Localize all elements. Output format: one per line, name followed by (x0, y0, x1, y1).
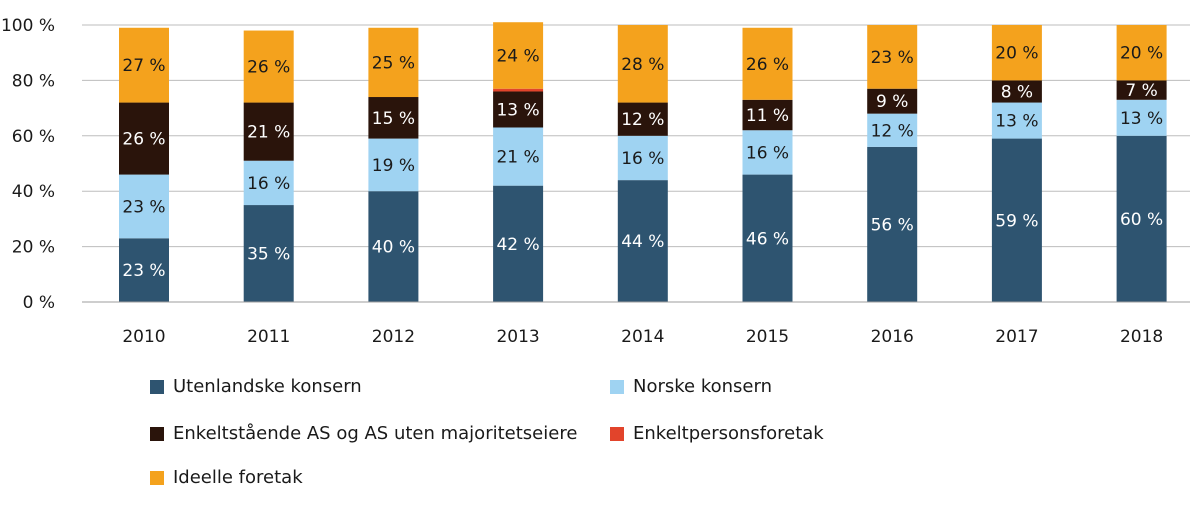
x-tick-label: 2012 (372, 327, 415, 347)
bar-segment (119, 174, 169, 239)
data-label: 60 % (1120, 210, 1163, 230)
bar-segment (119, 102, 169, 175)
y-tick-label: 100 % (1, 16, 55, 36)
x-tick-label: 2011 (247, 327, 290, 347)
bar-segment (119, 27, 169, 103)
data-label: 25 % (372, 53, 415, 73)
bar-segment (1116, 80, 1167, 100)
y-tick-label: 40 % (12, 182, 55, 202)
y-tick-label: 80 % (12, 71, 55, 91)
bar-segment (493, 22, 544, 89)
bar-segment (1116, 135, 1167, 302)
data-label: 16 % (746, 143, 789, 163)
bar-segment (867, 113, 918, 147)
y-tick-label: 0 % (23, 293, 55, 313)
x-tick-label: 2014 (621, 327, 664, 347)
x-tick-label: 2016 (871, 327, 914, 347)
data-label: 21 % (496, 148, 539, 168)
bar-segment (991, 138, 1042, 302)
bar-segment (243, 30, 294, 103)
data-label: 42 % (496, 235, 539, 255)
y-tick-label: 60 % (12, 127, 55, 147)
bar-segment (617, 180, 668, 302)
data-label: 28 % (621, 55, 664, 75)
data-label: 13 % (995, 112, 1038, 132)
x-tick-label: 2013 (496, 327, 539, 347)
bar-segment (368, 97, 419, 139)
data-label: 26 % (746, 55, 789, 75)
data-label: 26 % (247, 58, 290, 78)
bar-segment (617, 135, 668, 181)
bar-segment (1116, 99, 1167, 136)
y-tick-label: 20 % (12, 238, 55, 258)
data-label: 13 % (496, 100, 539, 120)
bar-segment (119, 238, 169, 302)
data-label: 44 % (621, 232, 664, 252)
data-label: 23 % (122, 197, 165, 217)
y-axis: 0 % 20 % 40 % 60 % 80 % 100 % (1, 16, 55, 313)
data-label: 56 % (871, 215, 914, 235)
data-label: 35 % (247, 245, 290, 265)
bar-segment (742, 99, 793, 131)
bar-segment (991, 80, 1042, 103)
bar-segment (368, 27, 419, 98)
data-label: 8 % (1001, 82, 1033, 102)
x-tick-label: 2015 (746, 327, 789, 347)
bar-segment (742, 27, 793, 100)
data-label: 7 % (1125, 81, 1157, 101)
bar-segment (243, 205, 294, 302)
bar-segment (991, 102, 1042, 139)
data-label: 12 % (621, 110, 664, 130)
data-label: 27 % (122, 56, 165, 76)
data-label: 21 % (247, 123, 290, 143)
bar-segment (867, 146, 918, 302)
data-label: 16 % (621, 149, 664, 169)
data-label: 40 % (372, 238, 415, 258)
data-label: 16 % (247, 174, 290, 194)
bar-segment (1116, 25, 1167, 81)
data-label: 46 % (746, 229, 789, 249)
data-label: 12 % (871, 121, 914, 141)
x-tick-label: 2010 (122, 327, 165, 347)
data-label: 23 % (122, 261, 165, 281)
bar-segment (742, 174, 793, 302)
bar-segment (243, 102, 294, 161)
data-label: 13 % (1120, 109, 1163, 129)
bar-segment (867, 88, 918, 114)
bar-segment (991, 25, 1042, 81)
data-label: 24 % (496, 46, 539, 66)
bar-segment (617, 25, 668, 103)
bars: 23 % 23 % 26 % 27 % 35 % 16 % 21 % 26 % 40 % 19 %… (119, 22, 1167, 302)
bar-segment (493, 91, 544, 128)
data-label: 19 % (372, 156, 415, 176)
data-label: 59 % (995, 211, 1038, 231)
data-label: 20 % (995, 44, 1038, 64)
data-label: 23 % (871, 48, 914, 68)
bar-segment (493, 88, 544, 92)
data-label: 20 % (1120, 44, 1163, 64)
bar-segment (368, 138, 419, 192)
data-label: 11 % (746, 106, 789, 126)
bar-segment (368, 191, 419, 302)
bar-segment (493, 127, 544, 186)
x-tick-label: 2018 (1120, 327, 1163, 347)
data-label: 26 % (122, 130, 165, 150)
x-axis: 2010 2011 2012 2013 2014 2015 2016 2017 2018 (82, 301, 1190, 347)
data-label: 15 % (372, 109, 415, 129)
bar-segment (243, 160, 294, 206)
bar-segment (867, 25, 918, 89)
bar-segment (742, 130, 793, 175)
x-tick-label: 2017 (995, 327, 1038, 347)
bar-segment (617, 102, 668, 136)
data-label: 9 % (876, 92, 908, 112)
bar-segment (493, 185, 544, 302)
